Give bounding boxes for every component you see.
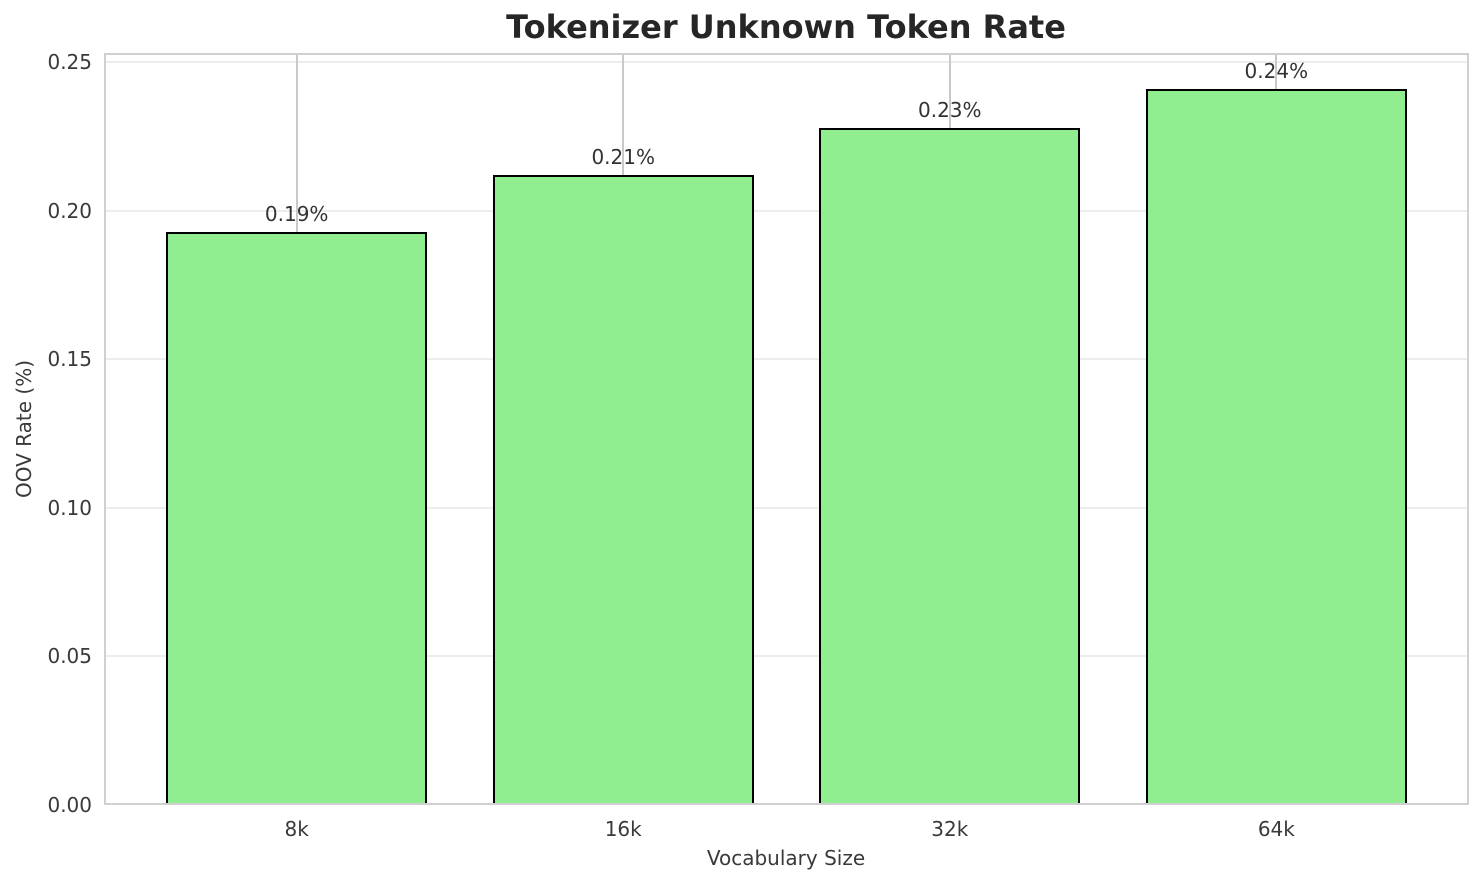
y-tick-label: 0.10 bbox=[47, 495, 92, 520]
y-tick-label: 0.15 bbox=[47, 347, 92, 372]
bar-16k bbox=[492, 175, 754, 805]
bar-value-label: 0.24% bbox=[1244, 58, 1309, 83]
chart-title: Tokenizer Unknown Token Rate bbox=[506, 8, 1066, 46]
bar-value-label: 0.21% bbox=[591, 145, 655, 170]
gridline-horizontal bbox=[104, 209, 1469, 212]
bar-32k bbox=[819, 127, 1081, 805]
bar-64k bbox=[1145, 88, 1407, 805]
y-tick-label: 0.20 bbox=[47, 198, 92, 223]
y-tick-label: 0.05 bbox=[47, 644, 92, 669]
x-tick-label-8k: 8k bbox=[284, 817, 309, 841]
y-tick-label: 0.00 bbox=[47, 793, 92, 817]
gridline-horizontal bbox=[104, 61, 1469, 64]
x-tick-label-16k: 16k bbox=[604, 817, 642, 841]
y-axis-label: OOV Rate (%) bbox=[12, 360, 36, 498]
gridline-horizontal bbox=[104, 506, 1469, 509]
x-tick-label-32k: 32k bbox=[931, 817, 969, 841]
x-axis-label: Vocabulary Size bbox=[706, 846, 866, 870]
plot-area: 0.19% 0.21% 0.23% 0.24% bbox=[104, 53, 1469, 805]
gridline-horizontal bbox=[104, 358, 1469, 361]
bar-value-label: 0.19% bbox=[264, 201, 329, 226]
x-tick-label-64k: 64k bbox=[1257, 817, 1295, 841]
y-tick-label: 0.25 bbox=[47, 50, 92, 75]
gridline-horizontal bbox=[104, 655, 1469, 658]
bar-8k bbox=[166, 231, 428, 805]
bar-value-label: 0.23% bbox=[917, 97, 982, 122]
